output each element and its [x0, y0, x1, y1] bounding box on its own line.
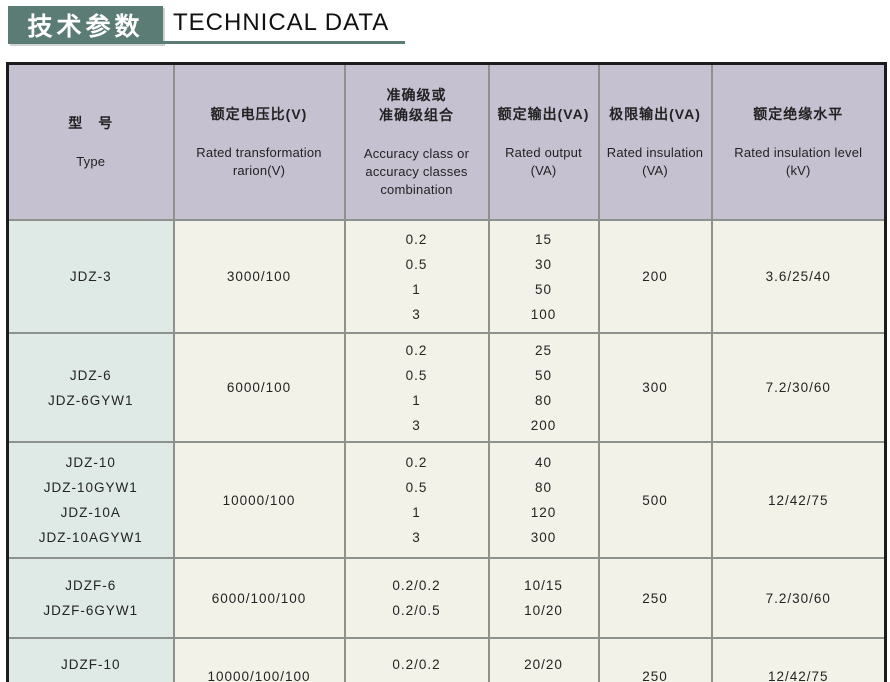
header-accuracy: 准确级或 准确级组合 Accuracy class or accuracy cl…: [343, 62, 490, 221]
header-type-en: Type: [76, 154, 106, 169]
technical-data-table: 型 号 Type 额定电压比(V) Rated transformation r…: [6, 62, 887, 682]
cell-type: JDZ-6 JDZ-6GYW1: [6, 332, 175, 443]
cell-ratio: 10000/100/100: [172, 637, 346, 682]
cell-insulation: 7.2/30/60: [710, 332, 887, 443]
header-insulation-cn: 额定绝缘水平: [753, 106, 844, 122]
table-row: JDZF-10 JDZF-10GYW1 10000/100/100 0.2/0.…: [6, 637, 887, 682]
header-insulation-en: Rated insulation level (kV): [734, 145, 863, 178]
cell-accuracy: 0.2 0.5 1 3: [343, 332, 490, 443]
header-ratio-cn: 额定电压比(V): [210, 106, 308, 122]
cell-ratio: 6000/100: [172, 332, 346, 443]
cell-type: JDZF-10 JDZF-10GYW1: [6, 637, 175, 682]
cell-insulation: 12/42/75: [710, 441, 887, 559]
page-title-chinese: 技术参数: [27, 13, 144, 41]
page-header: 技术参数 TECHNICAL DATA: [8, 6, 406, 44]
table-row: JDZ-6 JDZ-6GYW1 6000/100 0.2 0.5 1 3 25 …: [6, 332, 887, 443]
cell-ratio: 6000/100/100: [172, 557, 346, 639]
cell-limit: 200: [597, 219, 713, 334]
title-banner: 技术参数: [8, 6, 163, 44]
header-row: 型 号 Type 额定电压比(V) Rated transformation r…: [6, 62, 887, 221]
header-output-en: Rated output (VA): [505, 145, 582, 178]
cell-output: 10/15 10/20: [487, 557, 600, 639]
header-limit-cn: 极限输出(VA): [609, 106, 701, 122]
cell-limit: 300: [597, 332, 713, 443]
cell-type: JDZ-3: [6, 219, 175, 334]
header-output-cn: 额定输出(VA): [497, 106, 590, 122]
cell-limit: 500: [597, 441, 713, 559]
header-insulation: 额定绝缘水平 Rated insulation level (kV): [710, 62, 887, 221]
cell-accuracy: 0.2 0.5 1 3: [343, 441, 490, 559]
cell-output: 15 30 50 100: [487, 219, 600, 334]
cell-accuracy: 0.2/0.2 0.2/0.5: [343, 557, 490, 639]
cell-ratio: 10000/100: [172, 441, 346, 559]
header-limit: 极限输出(VA) Rated insulation (VA): [597, 62, 713, 221]
cell-insulation: 7.2/30/60: [710, 557, 887, 639]
cell-accuracy: 0.2/0.2 0.2/0.5: [343, 637, 490, 682]
cell-ratio: 3000/100: [172, 219, 346, 334]
page-title-english: TECHNICAL DATA: [163, 8, 406, 44]
cell-insulation: 3.6/25/40: [710, 219, 887, 334]
table-row: JDZF-6 JDZF-6GYW1 6000/100/100 0.2/0.2 0…: [6, 557, 887, 639]
header-ratio: 额定电压比(V) Rated transformation rarion(V): [172, 62, 346, 221]
header-output: 额定输出(VA) Rated output (VA): [487, 62, 600, 221]
cell-output: 40 80 120 300: [487, 441, 600, 559]
cell-limit: 250: [597, 637, 713, 682]
cell-limit: 250: [597, 557, 713, 639]
cell-output: 25 50 80 200: [487, 332, 600, 443]
header-type-cn: 型 号: [68, 115, 114, 131]
table-body: JDZ-3 3000/100 0.2 0.5 1 3 15 30 50 100 …: [6, 219, 887, 682]
cell-type: JDZF-6 JDZF-6GYW1: [6, 557, 175, 639]
header-limit-en: Rated insulation (VA): [606, 145, 704, 178]
cell-accuracy: 0.2 0.5 1 3: [343, 219, 490, 334]
header-accuracy-en: Accuracy class or accuracy classes combi…: [363, 146, 470, 197]
header-type: 型 号 Type: [6, 62, 175, 221]
table-header: 型 号 Type 额定电压比(V) Rated transformation r…: [6, 62, 887, 221]
cell-type: JDZ-10 JDZ-10GYW1 JDZ-10A JDZ-10AGYW1: [6, 441, 175, 559]
table-row: JDZ-10 JDZ-10GYW1 JDZ-10A JDZ-10AGYW1 10…: [6, 441, 887, 559]
table-row: JDZ-3 3000/100 0.2 0.5 1 3 15 30 50 100 …: [6, 219, 887, 334]
header-accuracy-cn: 准确级或 准确级组合: [379, 87, 454, 123]
header-ratio-en: Rated transformation rarion(V): [196, 145, 322, 178]
cell-insulation: 12/42/75: [710, 637, 887, 682]
cell-output: 20/20 20/25: [487, 637, 600, 682]
